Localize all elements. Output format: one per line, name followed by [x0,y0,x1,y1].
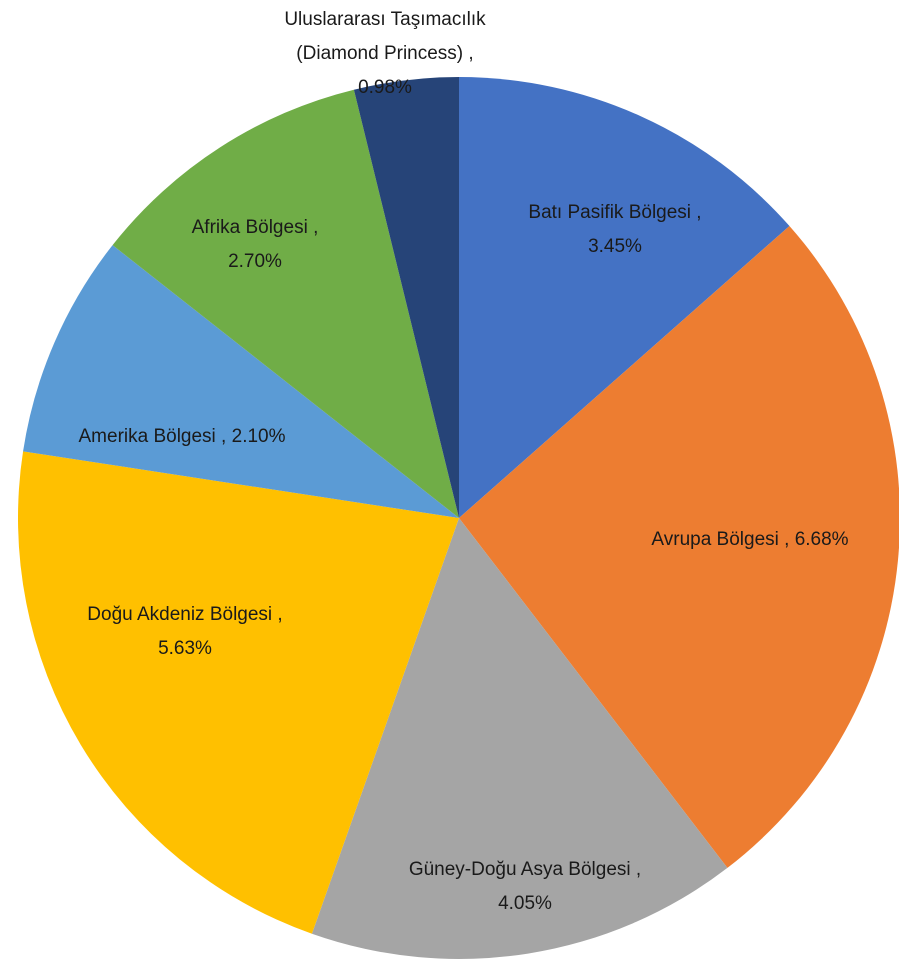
label-category: Doğu Akdeniz Bölgesi , [87,604,283,625]
label-value: 2.70% [228,251,282,272]
data-label: Doğu Akdeniz Bölgesi , 5.63% [35,598,335,666]
pie-slice [459,225,899,868]
label-value: 4.05% [498,893,552,914]
label-value: 6.68% [794,529,849,550]
pie-slice [23,245,460,519]
data-label: Avrupa Bölgesi , 6.68% [590,523,899,557]
label-value: 5.63% [158,638,212,659]
data-label: Güney-Doğu Asya Bölgesi , 4.05% [360,853,690,921]
label-category: Avrupa Bölgesi , [651,529,790,550]
label-category: Amerika Bölgesi , [78,426,227,447]
data-label: Amerika Bölgesi , 2.10% [22,420,342,454]
pie-slice [459,77,790,518]
data-label: Batı Pasifik Bölgesi , 3.45% [485,196,745,264]
data-label: Afrika Bölgesi , 2.70% [145,211,365,279]
label-category: Güney-Doğu Asya Bölgesi , [408,859,642,880]
label-value: 2.10% [231,426,286,447]
label-value: 3.45% [588,236,642,257]
label-category: Afrika Bölgesi , [191,217,319,238]
label-category: Batı Pasifik Bölgesi , [528,202,702,223]
label-value: 0.98% [358,77,412,98]
label-category: Uluslararası Taşımacılık (Diamond Prince… [284,9,486,64]
pie-slice [17,451,460,934]
pie-slice [112,89,459,518]
data-label: Uluslararası Taşımacılık (Diamond Prince… [255,3,515,105]
pie-slice [311,518,728,959]
pie-slice [353,77,459,518]
